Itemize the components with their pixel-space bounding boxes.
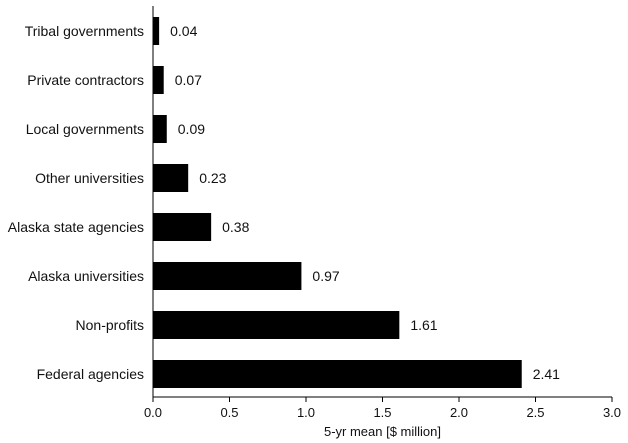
x-tick-label: 2.0 <box>450 405 468 420</box>
bar <box>153 262 302 290</box>
value-label: 0.23 <box>199 170 226 186</box>
bar <box>153 311 400 339</box>
bar <box>153 115 167 143</box>
value-label: 0.38 <box>222 219 249 235</box>
category-label: Alaska state agencies <box>8 219 144 235</box>
category-label: Tribal governments <box>25 23 144 39</box>
value-label: 0.09 <box>178 121 205 137</box>
value-label: 0.07 <box>175 72 202 88</box>
category-labels: Tribal governments Private contractors Loc… <box>8 23 144 382</box>
x-axis: 0.0 0.5 1.0 1.5 2.0 2.5 3.0 <box>144 6 621 420</box>
value-label: 2.41 <box>533 366 560 382</box>
value-label: 0.97 <box>312 268 339 284</box>
x-tick-label: 1.5 <box>373 405 391 420</box>
bars-layer <box>153 17 522 388</box>
category-label: Other universities <box>35 170 144 186</box>
value-label: 1.61 <box>410 317 437 333</box>
x-tick-label: 1.0 <box>297 405 315 420</box>
category-label: Non-profits <box>76 317 144 333</box>
category-label: Federal agencies <box>37 366 144 382</box>
value-labels: 0.04 0.07 0.09 0.23 0.38 0.97 1.61 2.41 <box>170 23 560 382</box>
x-tick-label: 0.5 <box>220 405 238 420</box>
bar <box>153 66 164 94</box>
bar <box>153 164 189 192</box>
category-label: Alaska universities <box>28 268 144 284</box>
x-axis-title: 5-yr mean [$ million] <box>324 424 441 439</box>
category-label: Private contractors <box>27 72 144 88</box>
bar <box>153 17 160 45</box>
value-label: 0.04 <box>170 23 197 39</box>
category-label: Local governments <box>26 121 144 137</box>
x-tick-label: 2.5 <box>526 405 544 420</box>
bar <box>153 213 212 241</box>
x-tick-label: 0.0 <box>144 405 162 420</box>
bar <box>153 360 522 388</box>
x-tick-label: 3.0 <box>603 405 621 420</box>
